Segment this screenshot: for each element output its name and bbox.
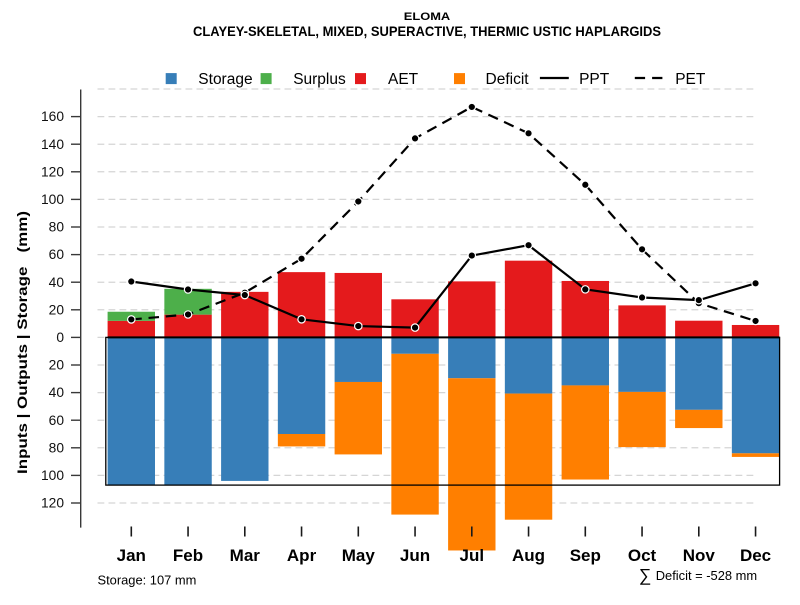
svg-text:20: 20 (49, 302, 65, 317)
svg-text:PET: PET (675, 71, 706, 88)
svg-text:Mar: Mar (230, 546, 261, 565)
svg-text:Jun: Jun (400, 546, 430, 565)
svg-text:120: 120 (41, 164, 64, 179)
svg-text:Surplus: Surplus (293, 71, 346, 88)
svg-text:Apr: Apr (287, 546, 317, 565)
svg-text:100: 100 (41, 192, 64, 207)
svg-text:160: 160 (41, 109, 64, 124)
svg-text:60: 60 (49, 413, 65, 428)
svg-text:Storage: Storage (198, 71, 252, 88)
svg-text:60: 60 (49, 247, 65, 262)
svg-text:Jul: Jul (460, 546, 485, 565)
svg-text:20: 20 (49, 358, 65, 373)
svg-text:Jan: Jan (117, 546, 146, 565)
svg-text:∑Deficit = -528 mm: ∑ Deficit = -528 mm (639, 565, 757, 585)
svg-text:Deficit: Deficit (486, 71, 530, 88)
svg-text:Feb: Feb (173, 546, 203, 565)
svg-text:Aug: Aug (512, 546, 545, 565)
svg-text:Sep: Sep (570, 546, 601, 565)
svg-text:Dec: Dec (740, 546, 771, 565)
svg-text:Oct: Oct (628, 546, 657, 565)
svg-text:0: 0 (56, 330, 64, 345)
svg-text:80: 80 (49, 220, 65, 235)
svg-text:CLAYEY-SKELETAL, MIXED, SUPERA: CLAYEY-SKELETAL, MIXED, SUPERACTIVE, THE… (193, 24, 661, 39)
svg-text:ELOMA: ELOMA (404, 11, 451, 23)
svg-text:Inputs | Outputs | Storage (: Inputs | Outputs | Storage (mm) (15, 211, 30, 474)
svg-text:AET: AET (388, 71, 419, 88)
svg-text:140: 140 (41, 137, 64, 152)
svg-text:PPT: PPT (579, 71, 610, 88)
svg-text:Nov: Nov (683, 546, 716, 565)
svg-text:40: 40 (49, 385, 65, 400)
svg-text:40: 40 (49, 275, 65, 290)
svg-text:Storage: 107 mm: Storage: 107 mm (98, 573, 197, 588)
svg-text:120: 120 (41, 496, 64, 511)
svg-text:May: May (342, 546, 376, 565)
svg-text:100: 100 (41, 468, 64, 483)
svg-text:80: 80 (49, 440, 65, 455)
